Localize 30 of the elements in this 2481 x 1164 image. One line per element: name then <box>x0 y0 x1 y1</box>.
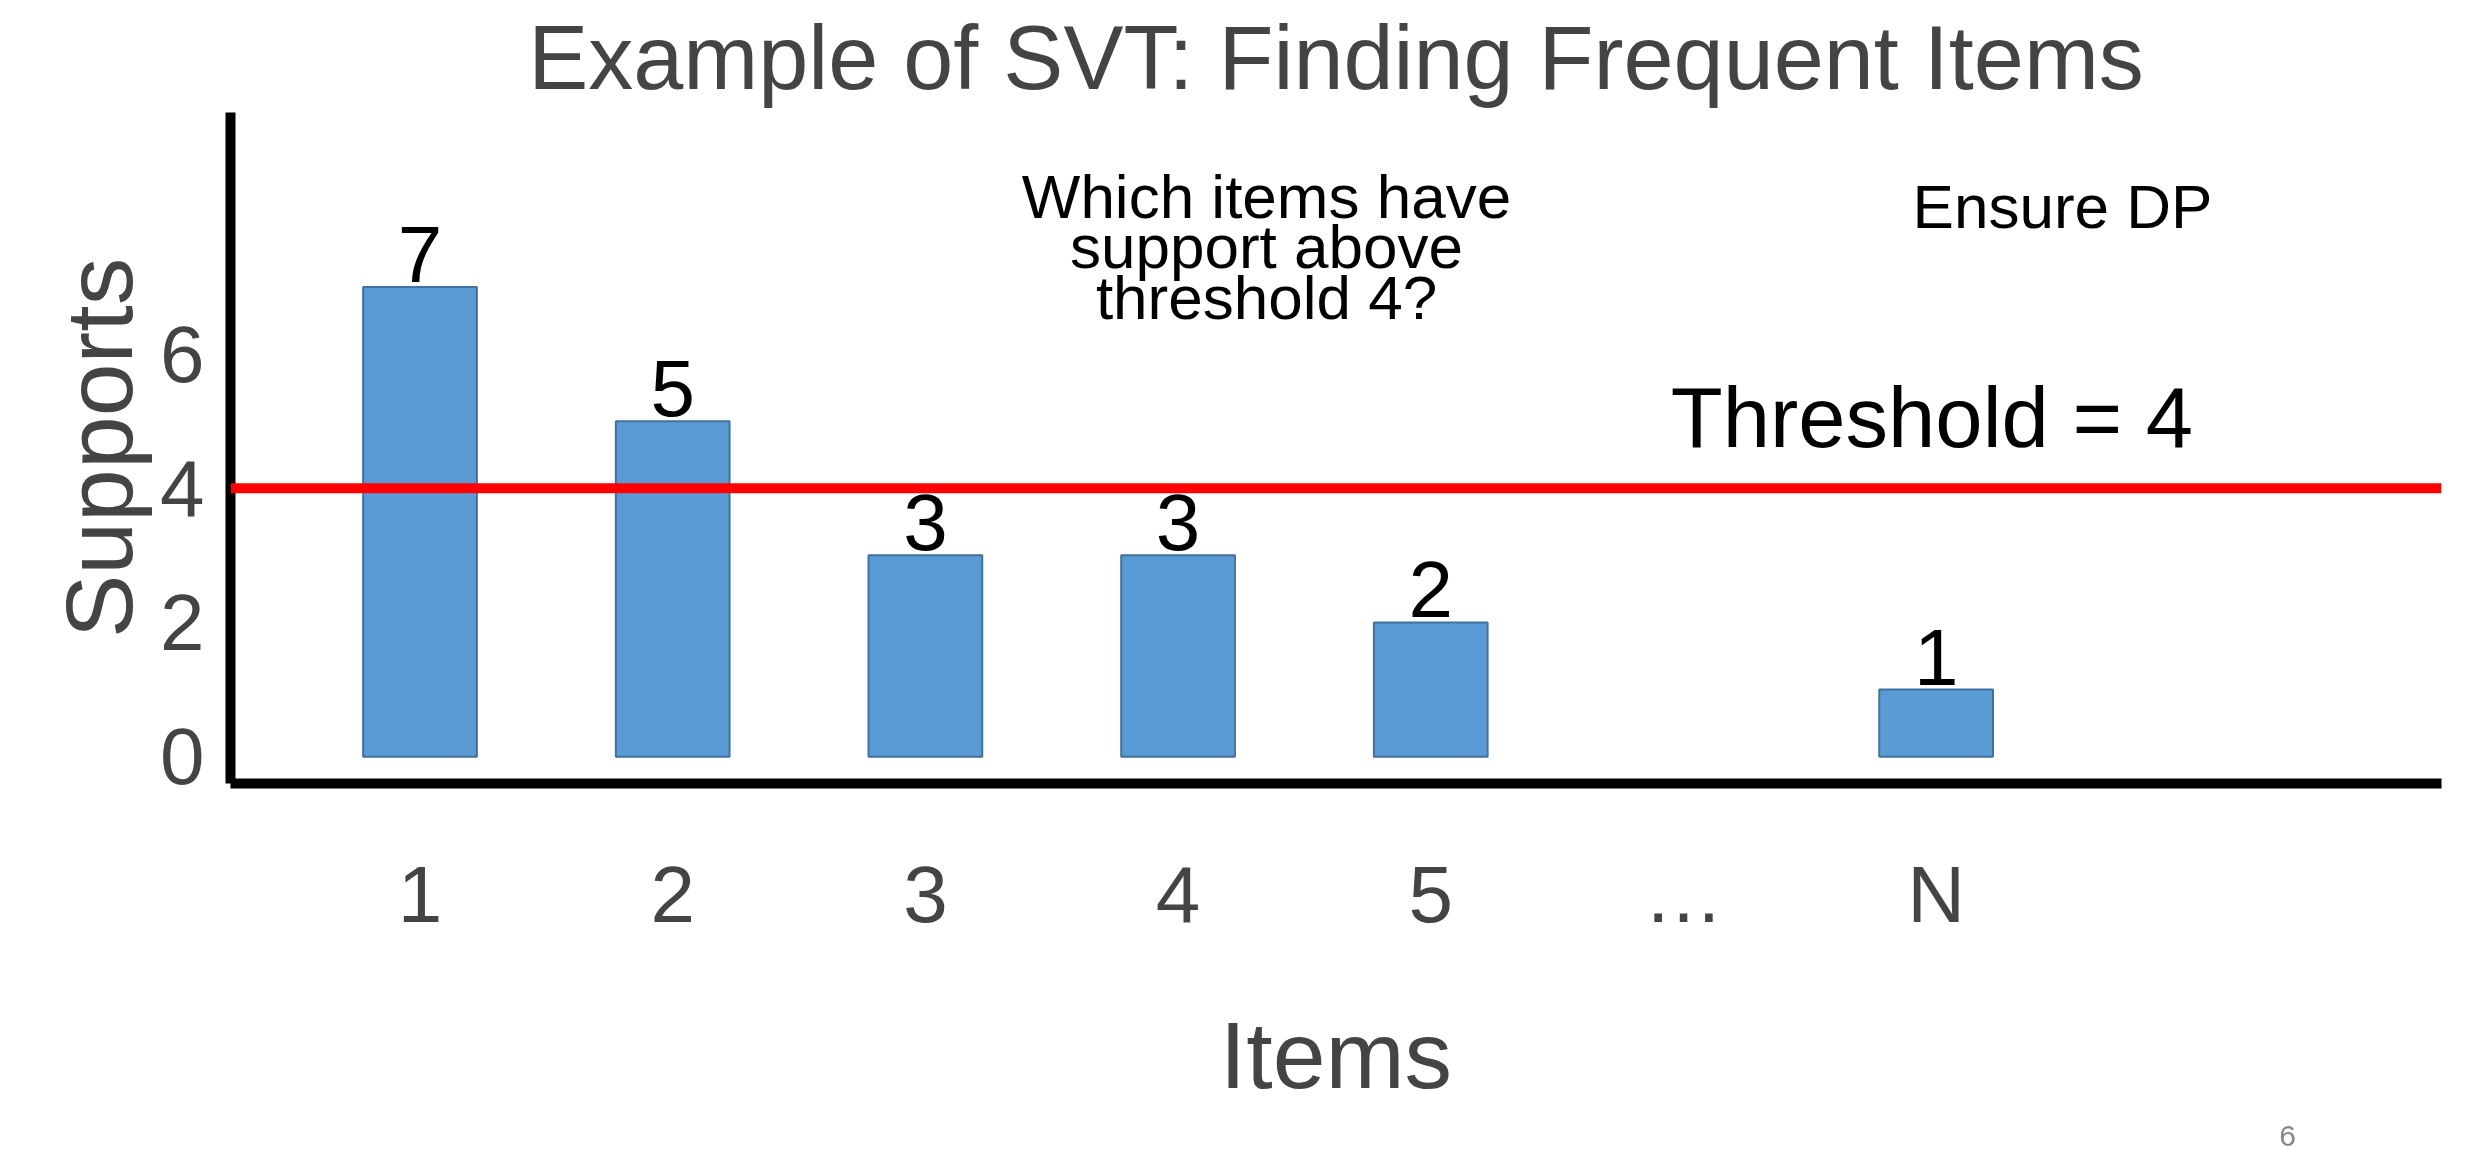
data-label: 3 <box>903 478 948 568</box>
data-label: 1 <box>1913 612 1959 702</box>
x-tick-label: 5 <box>1408 849 1454 939</box>
data-label: 3 <box>1155 478 1201 568</box>
x-tick-label: 1 <box>397 849 443 939</box>
annotation: Which items have support above threshold 4? <box>1021 161 1512 332</box>
chart-title: Example of SVT: Finding Frequent Items <box>528 7 2144 108</box>
data-label: 5 <box>650 344 695 434</box>
x-tick-label: … <box>1643 849 1724 939</box>
bar <box>1120 554 1236 758</box>
x-tick-label: 3 <box>903 849 948 939</box>
annotation: Ensure DP <box>1912 171 2213 241</box>
x-tick-label: N <box>1907 849 1966 939</box>
data-label: 2 <box>1408 545 1454 635</box>
bar <box>614 420 731 758</box>
x-axis-title: Items <box>1219 1001 1453 1108</box>
x-tick-label: 4 <box>1155 849 1201 939</box>
data-label: 7 <box>397 209 443 299</box>
y-tick-label: 6 <box>160 309 205 399</box>
bar <box>362 285 478 758</box>
bar <box>1878 688 1994 758</box>
text: 6 <box>2279 1118 2296 1154</box>
y-tick-label: 0 <box>160 712 205 802</box>
y-axis-title: Supports <box>46 257 153 639</box>
y-tick-label: 2 <box>160 577 205 667</box>
y-tick-label: 4 <box>160 443 205 533</box>
bar <box>867 554 984 758</box>
x-tick-label: 2 <box>650 849 695 939</box>
bar <box>1372 621 1489 758</box>
ref-line-label: Threshold = 4 <box>1670 369 2193 465</box>
